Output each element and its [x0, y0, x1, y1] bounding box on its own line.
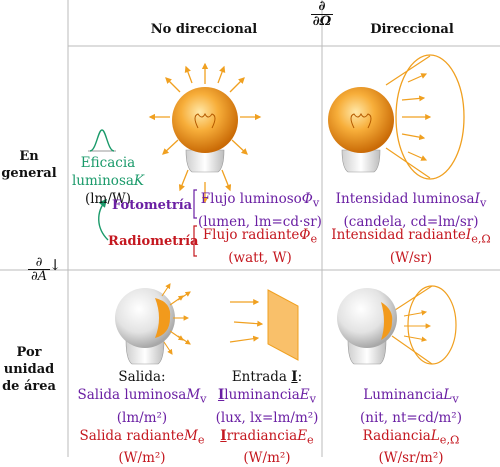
- luminous-intensity: Intensidad luminosaIv (candela, cd=lm/sr…: [322, 190, 500, 231]
- luminous-intensity-title: Intensidad luminosaIv: [322, 190, 500, 213]
- luminous-exitance: Salida luminosaMv: [72, 386, 212, 409]
- radiant-intensity-title: Intensidad radianteIe,Ω: [322, 226, 500, 249]
- bulb-directional: [328, 54, 465, 180]
- luminous-flux: Flujo luminosoΦv (lumen, lm=cd·sr): [198, 190, 322, 231]
- efficacy-name: luminosa: [71, 173, 134, 189]
- brackets: [193, 189, 197, 257]
- luminous-flux-name: Flujo luminoso: [200, 191, 302, 207]
- luminance-unit: (nit, nt=cd/m²): [360, 409, 462, 426]
- operator-area-den: ∂A: [28, 269, 50, 283]
- efficacy-line1: Eficacia: [80, 155, 136, 171]
- bulb-radiance: [337, 285, 457, 365]
- row-header-general-line1: En: [19, 149, 39, 164]
- efficacy-line2: luminosaK: [68, 172, 148, 190]
- luminous-intensity-symbol: I: [474, 191, 480, 207]
- luminous-flux-symbol: Φ: [301, 191, 313, 207]
- row-header-per-area: Por unidad de área: [0, 344, 58, 395]
- luminous-flux-sub: v: [312, 196, 320, 210]
- radiant-exitance-sub: e: [197, 433, 205, 447]
- radiant-flux-symbol: Φ: [299, 227, 311, 243]
- radiant-intensity-symbol: I: [465, 227, 472, 243]
- radiant-intensity-sub: e,Ω: [471, 232, 491, 246]
- exitance-block: Salida: Salida luminosaMv (lm/m²) Salida…: [72, 368, 212, 467]
- irradiance: IrradianciaEe: [212, 427, 322, 450]
- luminous-exitance-symbol: M: [186, 387, 201, 403]
- radiant-intensity: Intensidad radianteIe,Ω (W/sr): [322, 226, 500, 267]
- radiance-unit: (W/sr/m²): [378, 450, 444, 467]
- label-photometry: Fotometría: [112, 198, 193, 213]
- illuminance-unit: (lux, lx=lm/m²): [215, 409, 319, 426]
- radiant-flux-unit: (watt, W): [228, 249, 292, 266]
- entry-title-symbol: I: [291, 369, 298, 385]
- entry-block: Entrada I: IluminanciaEv (lux, lx=lm/m²)…: [212, 368, 322, 467]
- efficacy-curve: [88, 129, 116, 152]
- irradiance-unit: (W/m²): [243, 450, 291, 467]
- luminance: LuminanciaLv: [322, 386, 500, 409]
- row-header-per-area-line3: de área: [2, 379, 56, 394]
- entry-title-colon: :: [297, 369, 303, 385]
- radiant-flux-sub: e: [310, 232, 318, 246]
- radiant-exitance: Salida radianteMe: [72, 427, 212, 450]
- illuminance-prefix: I: [217, 387, 225, 403]
- efficacy-unit: (lm/W): [84, 191, 132, 207]
- luminous-intensity-name: Intensidad luminosa: [335, 191, 475, 207]
- grid-lines: [0, 0, 500, 457]
- radiance-block: LuminanciaLv (nit, nt=cd/m²) RadianciaLe…: [322, 386, 500, 467]
- illuminance-sub: v: [309, 392, 317, 406]
- header-directional: Direccional: [370, 22, 454, 37]
- radiance: RadianciaLe,Ω: [322, 427, 500, 450]
- irradiance-prefix: I: [220, 427, 227, 444]
- row-header-per-area-line1: Por: [16, 345, 42, 360]
- illuminance-symbol: E: [299, 387, 310, 403]
- entry-title: Entrada I:: [212, 368, 322, 386]
- radiance-sub: e,Ω: [439, 433, 460, 447]
- operator-area-num: ∂: [35, 255, 43, 270]
- bulb-exitance: [115, 283, 191, 365]
- efficacy-symbol: K: [133, 173, 145, 189]
- operator-solid-angle-den: ∂Ω: [311, 14, 333, 29]
- radiance-name: Radiancia: [362, 427, 431, 444]
- irradiance-sub: e: [307, 433, 314, 447]
- radiant-flux-title: Flujo radianteΦe: [198, 226, 322, 249]
- header-non-directional: No direccional: [150, 22, 258, 37]
- operator-solid-angle-num: ∂: [318, 0, 326, 14]
- surface-irradiance: [229, 289, 299, 361]
- label-radiometry: Radiometría: [108, 234, 199, 249]
- radiance-symbol: L: [430, 427, 440, 444]
- luminous-intensity-unit: (candela, cd=lm/sr): [343, 213, 479, 230]
- luminance-symbol: L: [443, 387, 453, 403]
- row-header-general-line2: general: [1, 166, 57, 181]
- illuminance: IluminanciaEv: [212, 386, 322, 409]
- luminous-flux-title: Flujo luminosoΦv: [198, 190, 322, 213]
- radiant-intensity-name: Intensidad radiante: [331, 227, 466, 243]
- radiant-exitance-symbol: M: [184, 427, 198, 444]
- diagram-graphics: [0, 0, 500, 457]
- luminous-intensity-sub: v: [479, 196, 487, 210]
- radiant-exitance-unit: (W/m²): [118, 450, 166, 467]
- radiant-exitance-name: Salida radiante: [79, 427, 185, 444]
- luminous-exitance-unit: (lm/m²): [116, 409, 168, 426]
- radiant-flux: Flujo radianteΦe (watt, W): [198, 226, 322, 267]
- luminous-exitance-sub: v: [200, 392, 207, 406]
- bulb-omnidirectional: [148, 62, 262, 204]
- luminous-exitance-name: Salida luminosa: [77, 387, 187, 403]
- efficacy-arrow: [98, 198, 109, 241]
- area-down-arrow: ↓: [48, 256, 62, 274]
- operator-solid-angle: ∂ ∂Ω: [307, 0, 337, 29]
- efficacy-label: Eficacia luminosaK (lm/W): [68, 154, 148, 208]
- operator-area: ∂ ∂A: [28, 256, 50, 283]
- luminance-sub: v: [452, 392, 459, 406]
- row-header-per-area-line2: unidad: [3, 362, 55, 377]
- row-header-general: En general: [0, 148, 58, 182]
- luminance-name: Luminancia: [363, 387, 444, 403]
- radiant-flux-name: Flujo radiante: [202, 227, 300, 243]
- irradiance-symbol: E: [297, 427, 308, 444]
- illuminance-name: luminancia: [224, 387, 300, 403]
- radiant-intensity-unit: (W/sr): [389, 249, 433, 266]
- entry-title-text: Entrada: [231, 369, 292, 385]
- luminous-flux-unit: (lumen, lm=cd·sr): [198, 213, 322, 230]
- irradiance-name: rradiancia: [226, 427, 298, 444]
- exitance-title: Salida:: [118, 369, 166, 385]
